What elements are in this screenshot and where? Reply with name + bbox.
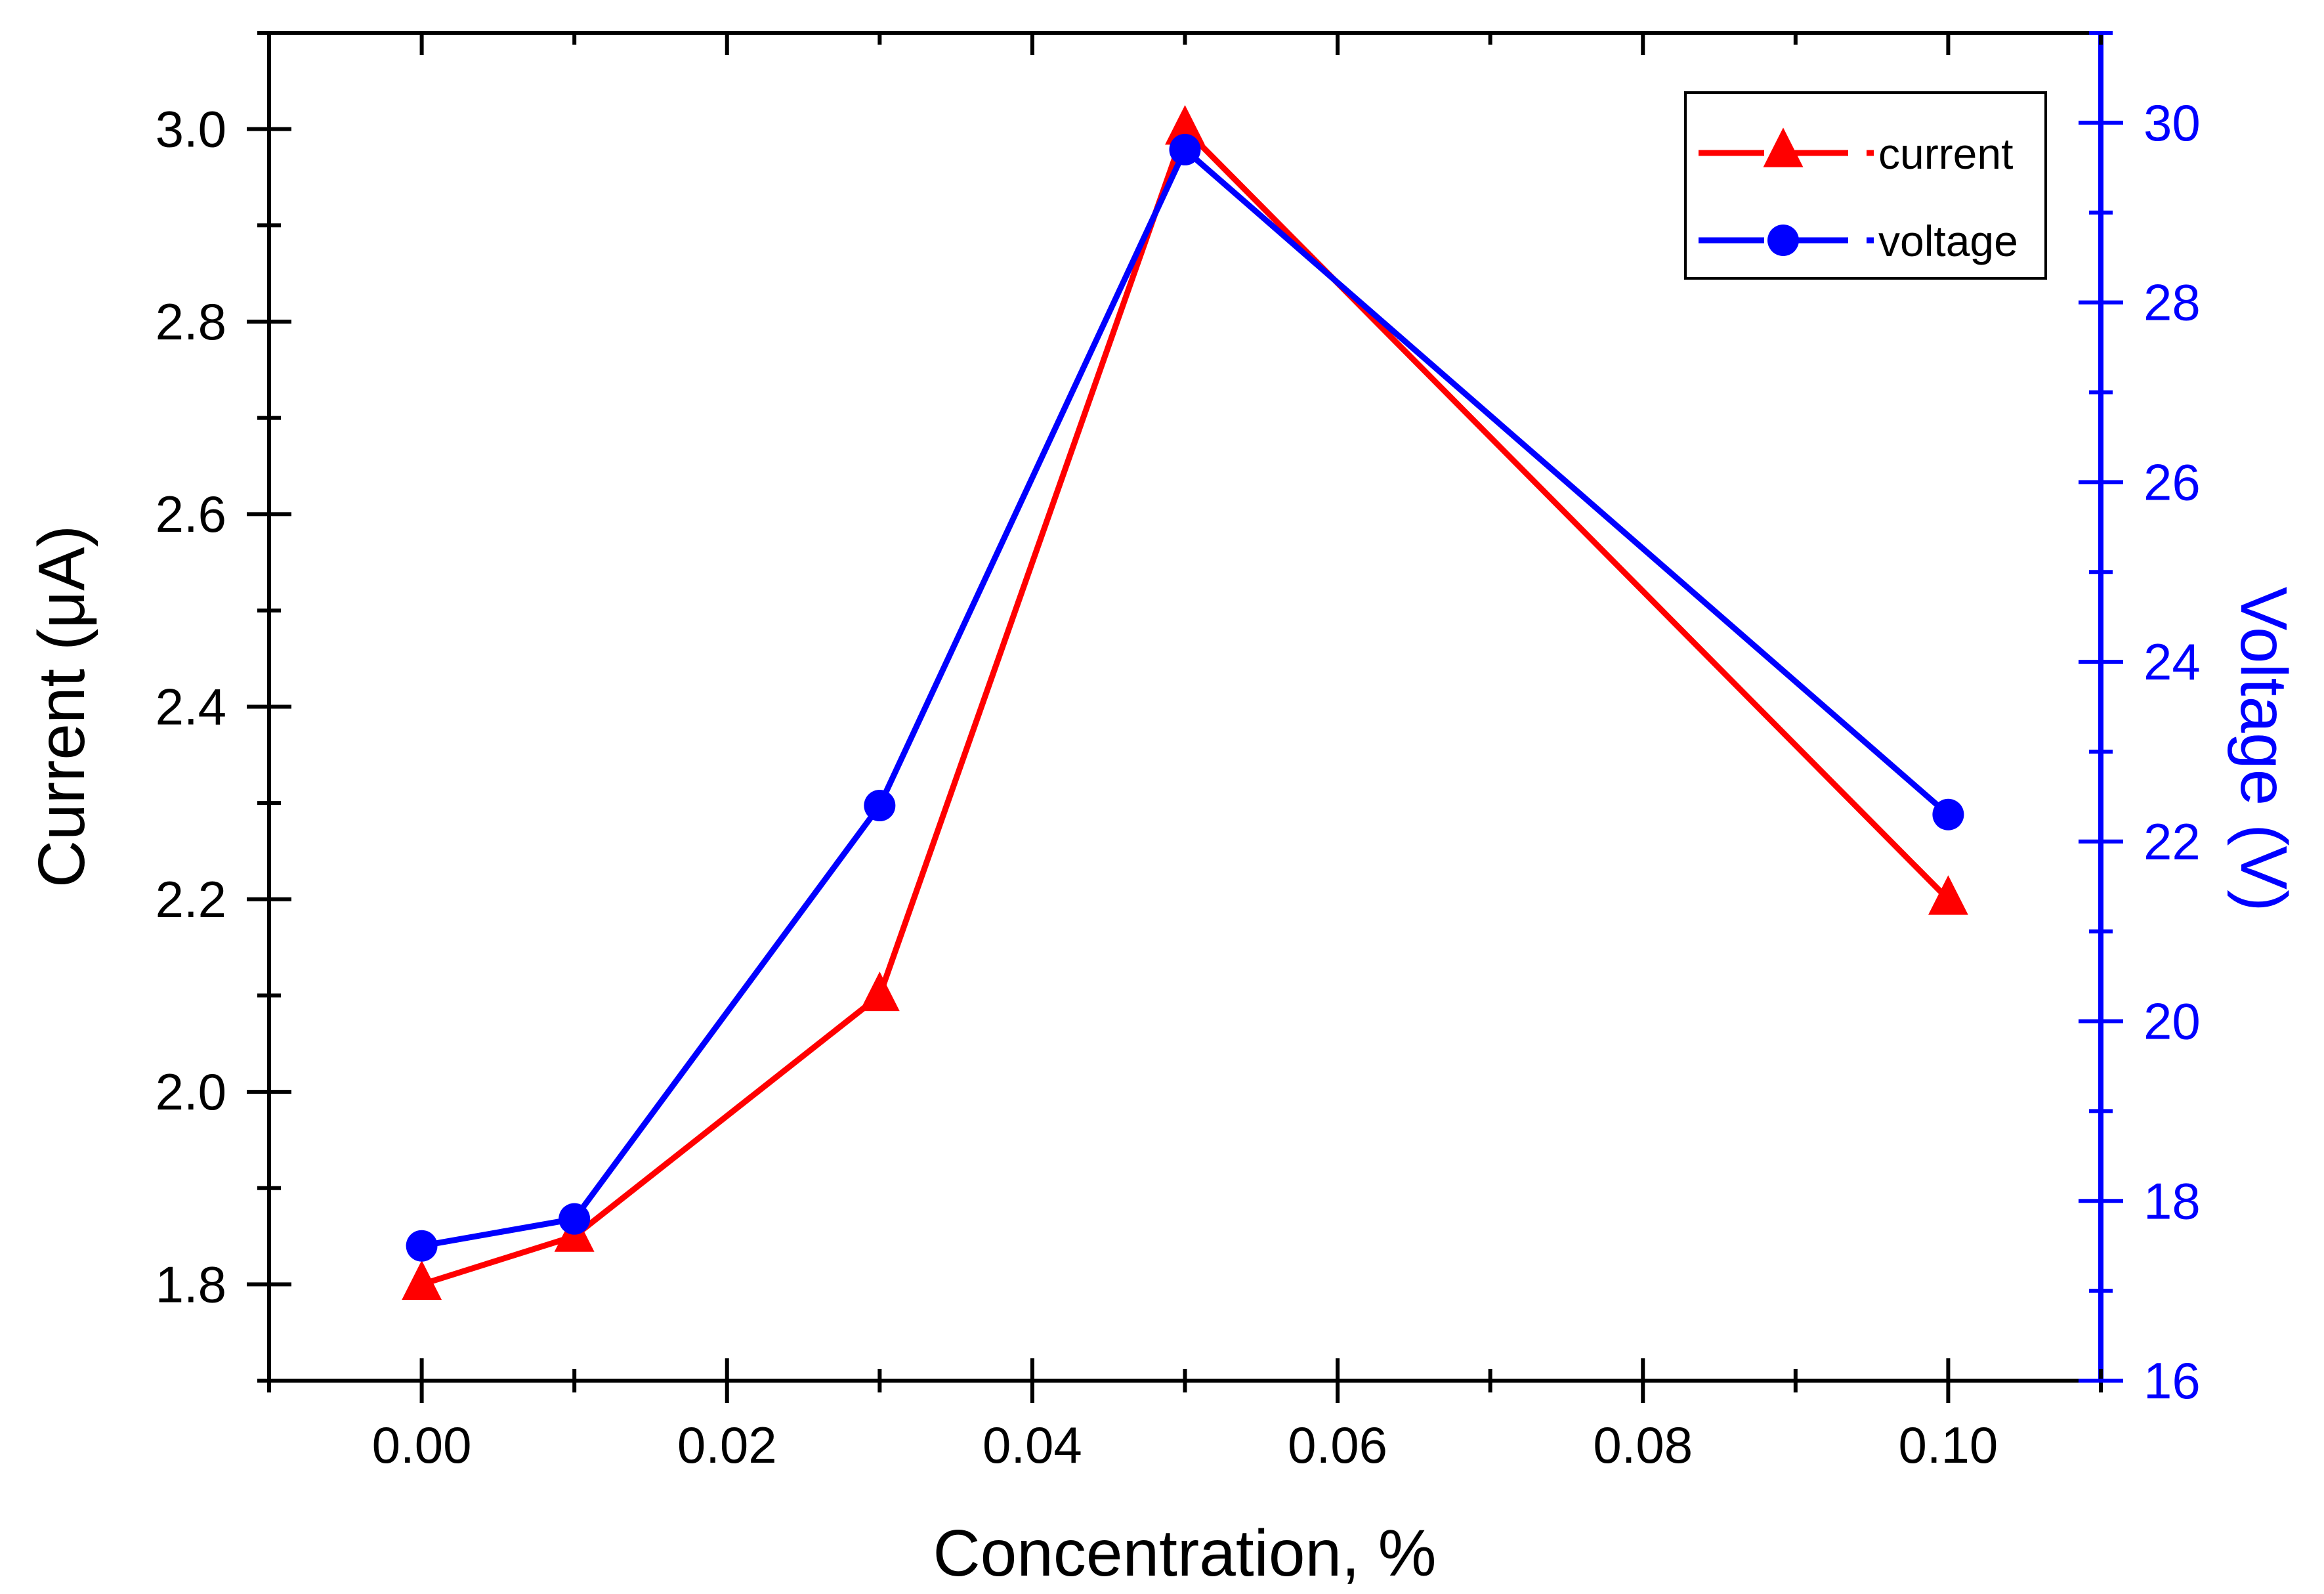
y-right-tick-label: 22 — [2144, 813, 2201, 871]
voltage-point — [559, 1203, 591, 1235]
y-left-tick-label: 2.4 — [156, 678, 226, 736]
y-left-tick-label: 2.8 — [156, 293, 226, 351]
voltage-point — [406, 1230, 438, 1262]
y-right-tick-label: 26 — [2144, 453, 2201, 511]
y-right-tick-label: 20 — [2144, 993, 2201, 1050]
x-tick-label: 0.08 — [1593, 1416, 1693, 1474]
current-point — [402, 1260, 442, 1301]
y-left-tick-label: 2.6 — [156, 485, 226, 543]
series-current — [402, 105, 1968, 1301]
x-tick-label: 0.06 — [1288, 1416, 1387, 1474]
y-right-tick-label: 28 — [2144, 274, 2201, 332]
legend-box — [1684, 91, 2047, 280]
y-right-tick-label: 30 — [2144, 94, 2201, 152]
voltage-point — [1169, 133, 1201, 165]
current-point — [1928, 875, 1968, 915]
voltage-point — [864, 790, 896, 822]
legend-item-current: current — [1699, 127, 2013, 178]
y-right-tick-label: 18 — [2144, 1172, 2201, 1230]
legend-triangle-marker — [1763, 127, 1804, 167]
series-voltage — [406, 133, 1964, 1262]
x-tick-label: 0.02 — [677, 1416, 777, 1474]
x-axis: 0.00 0.02 0.04 0.06 0.08 0.10 — [267, 33, 2103, 1474]
y-left-tick-label: 2.0 — [156, 1063, 226, 1121]
x-tick-label: 0.00 — [372, 1416, 472, 1474]
x-tick-label: 0.10 — [1899, 1416, 1998, 1474]
current-point — [859, 971, 900, 1012]
legend-label: current — [1878, 129, 2013, 178]
y-right-tick-label: 16 — [2144, 1352, 2201, 1410]
legend-item-voltage: voltage — [1699, 217, 2018, 265]
right-y-axis-title: Voltage (V) — [2227, 587, 2300, 912]
y-right-tick-label: 24 — [2144, 633, 2201, 691]
y-left-tick-label: 3.0 — [156, 100, 226, 158]
y-left-tick-label: 1.8 — [156, 1255, 226, 1313]
legend-circle-marker — [1767, 225, 1799, 256]
voltage-point — [1932, 798, 1964, 830]
x-tick-label: 0.04 — [982, 1416, 1082, 1474]
right-y-axis: 16 18 20 22 24 26 28 30 — [2079, 31, 2201, 1410]
x-axis-title: Concentration, % — [933, 1517, 1436, 1590]
legend-label: voltage — [1878, 217, 2018, 265]
left-y-axis: 1.8 2.0 2.2 2.4 2.6 2.8 3.0 — [156, 31, 291, 1383]
left-y-axis-title: Current (μA) — [25, 525, 98, 888]
series-layer — [402, 105, 1968, 1301]
y-left-tick-label: 2.2 — [156, 871, 226, 928]
legend: current voltage — [1684, 91, 2047, 280]
